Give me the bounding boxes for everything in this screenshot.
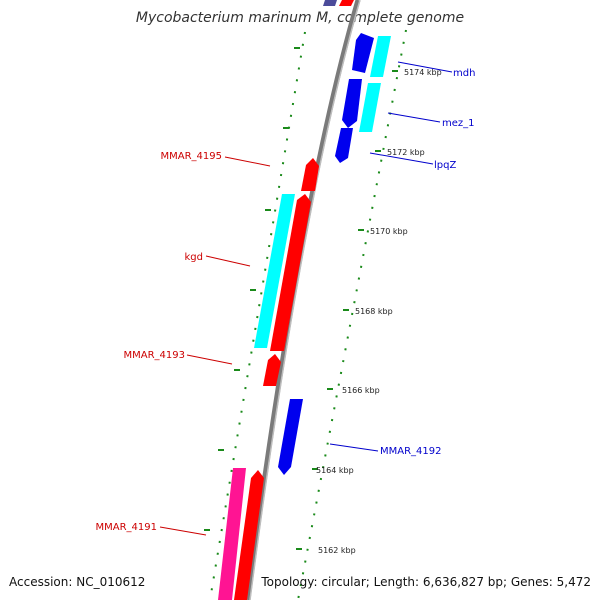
gene-label-mmar4192[interactable]: MMAR_4192 (380, 446, 442, 457)
gene-kgd[interactable] (270, 194, 311, 351)
gene-label-lpqZ[interactable]: lpqZ (434, 160, 456, 171)
gene-label-mez1[interactable]: mez_1 (442, 118, 475, 129)
gene-label-mdh[interactable]: mdh (453, 68, 475, 79)
gene-lpqZ[interactable] (335, 128, 353, 163)
gene-mez1-cds (359, 83, 381, 132)
accession-text: Accession: NC_010612 (9, 575, 145, 589)
tick-label: 5166 kbp (342, 386, 380, 395)
tick-marks (204, 47, 398, 550)
outer-tick-ring (297, 29, 407, 600)
gene-feature-top-reverse (323, 0, 337, 6)
gene-mmar4191-pseudo (218, 468, 246, 600)
gene-label-mmar4191[interactable]: MMAR_4191 (96, 522, 158, 533)
tick-label: 5170 kbp (370, 227, 408, 236)
gene-mmar4195[interactable] (301, 158, 319, 191)
genome-stats-text: Topology: circular; Length: 6,636,827 bp… (260, 575, 591, 589)
gene-mmar4192[interactable] (278, 399, 303, 475)
tick-labels: 5174 kbp 5172 kbp 5170 kbp 5168 kbp 5166… (316, 68, 442, 555)
gene-mez1[interactable] (342, 79, 362, 128)
tick-label: 5172 kbp (387, 148, 425, 157)
gene-label-mmar4193[interactable]: MMAR_4193 (124, 350, 186, 361)
gene-label-mmar4195[interactable]: MMAR_4195 (161, 151, 223, 162)
gene-mmar4191[interactable] (234, 470, 264, 600)
tick-label: 5168 kbp (355, 307, 393, 316)
gene-mdh[interactable] (352, 33, 374, 73)
tick-label: 5164 kbp (316, 466, 354, 475)
gene-kgd-cds (254, 194, 295, 348)
gene-mmar4193[interactable] (263, 354, 281, 386)
gene-label-kgd[interactable]: kgd (185, 252, 204, 263)
tick-label: 5162 kbp (318, 546, 356, 555)
tick-label: 5174 kbp (404, 68, 442, 77)
gene-mdh-cds (370, 36, 391, 77)
map-title: Mycobacterium marinum M, complete genome (136, 10, 464, 26)
gene-feature-top-forward (339, 0, 354, 6)
label-leaders (159, 61, 453, 536)
gene-labels: mdh mez_1 lpqZ MMAR_4195 kgd MMAR_4193 M… (96, 68, 476, 533)
